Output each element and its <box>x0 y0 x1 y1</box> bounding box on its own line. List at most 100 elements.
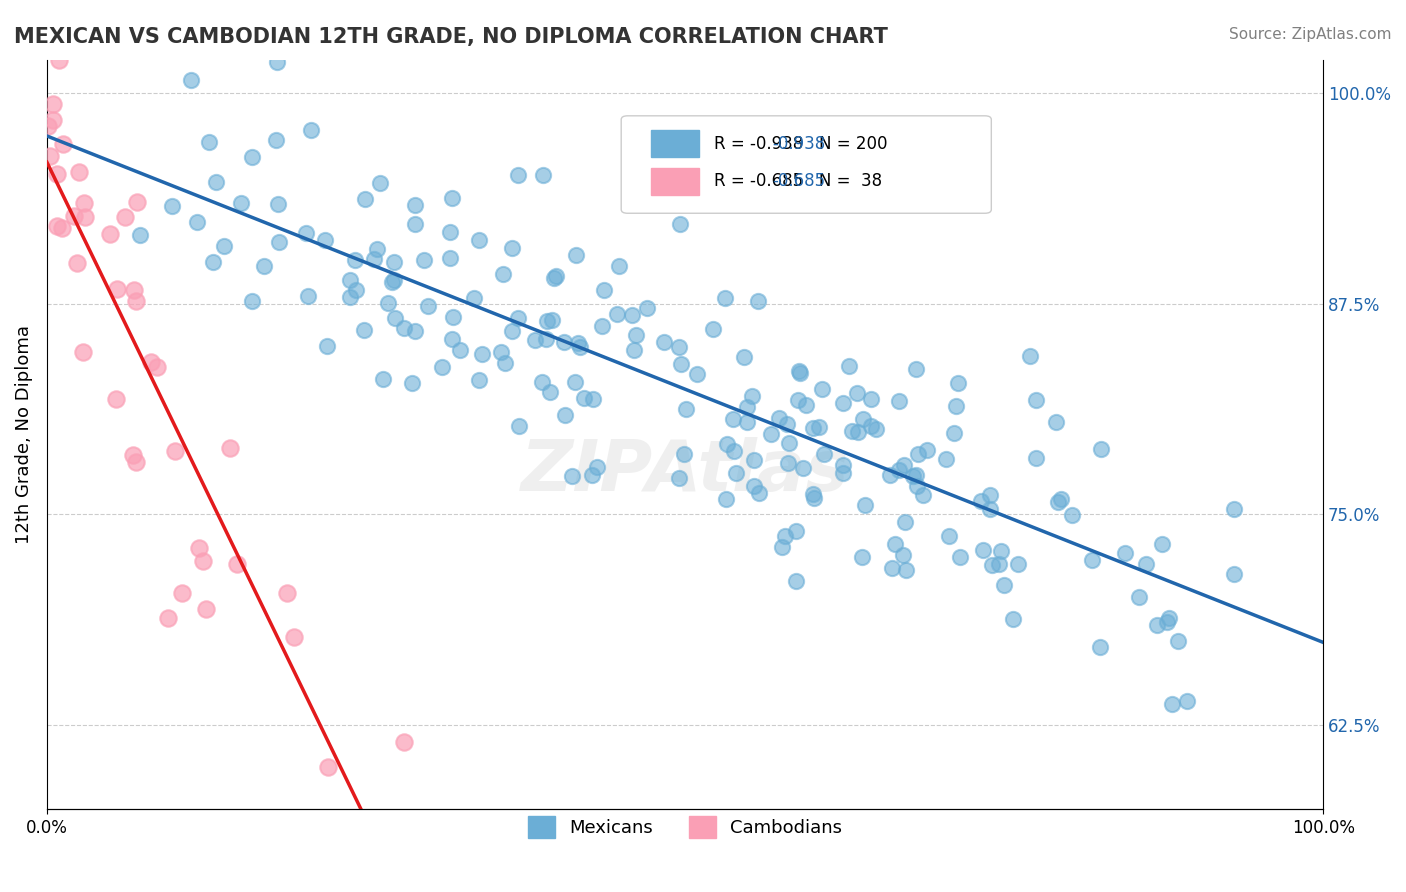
Point <box>468 233 491 247</box>
Point <box>905 361 928 376</box>
Point <box>813 447 835 461</box>
Text: -0.938: -0.938 <box>772 135 825 153</box>
Point <box>1081 553 1104 567</box>
Point <box>620 309 643 323</box>
Text: Source: ZipAtlas.com: Source: ZipAtlas.com <box>1229 27 1392 42</box>
Point <box>394 321 416 335</box>
Point <box>439 251 461 265</box>
Point <box>441 191 464 205</box>
Point <box>606 308 628 322</box>
Point <box>713 291 735 305</box>
Point <box>139 355 162 369</box>
Point <box>543 271 565 285</box>
Point <box>316 339 339 353</box>
Point <box>785 574 807 588</box>
Point <box>416 300 439 314</box>
Point <box>157 611 180 625</box>
Point <box>492 268 515 282</box>
Point <box>759 427 782 442</box>
Point <box>67 165 90 179</box>
Point <box>1167 633 1189 648</box>
Text: R = -0.685   N =  38: R = -0.685 N = 38 <box>714 172 883 190</box>
Point <box>172 586 194 600</box>
Point <box>404 324 426 338</box>
Point <box>801 487 824 501</box>
Point <box>846 425 869 439</box>
Point <box>789 366 811 380</box>
Y-axis label: 12th Grade, No Diploma: 12th Grade, No Diploma <box>15 325 32 544</box>
Point <box>467 374 489 388</box>
Point <box>801 421 824 435</box>
Point <box>226 557 249 571</box>
Point <box>672 447 695 461</box>
Point <box>188 541 211 555</box>
Point <box>811 382 834 396</box>
Point <box>1156 615 1178 630</box>
Point <box>990 544 1012 558</box>
Point <box>394 735 416 749</box>
Point <box>538 385 561 400</box>
Point <box>439 225 461 239</box>
Point <box>905 479 928 493</box>
Point <box>366 242 388 256</box>
Point <box>353 323 375 337</box>
Point <box>506 311 529 326</box>
Point <box>945 400 967 414</box>
Point <box>803 491 825 506</box>
Point <box>195 601 218 615</box>
Point <box>1114 546 1136 560</box>
Point <box>163 444 186 458</box>
Point <box>917 442 939 457</box>
Point <box>197 135 219 149</box>
Point <box>384 311 406 326</box>
Point <box>832 396 855 410</box>
Point <box>489 345 512 359</box>
Point <box>841 424 863 438</box>
Point <box>565 248 588 262</box>
Point <box>463 291 485 305</box>
Point <box>592 283 614 297</box>
Text: -0.685: -0.685 <box>772 172 825 190</box>
Text: ZIPAtlas: ZIPAtlas <box>520 437 849 507</box>
FancyBboxPatch shape <box>621 116 991 213</box>
Point <box>735 400 758 414</box>
Point <box>636 301 658 316</box>
Point <box>404 198 426 212</box>
Point <box>508 418 530 433</box>
Point <box>343 253 366 268</box>
Point <box>785 524 807 539</box>
Point <box>471 347 494 361</box>
Point <box>807 420 830 434</box>
Point <box>852 412 875 426</box>
Point <box>440 332 463 346</box>
Point <box>66 256 89 270</box>
Point <box>382 255 405 269</box>
Point <box>105 282 128 296</box>
Point <box>778 435 800 450</box>
Text: R = -0.938   N = 200: R = -0.938 N = 200 <box>714 135 887 153</box>
Point <box>1025 451 1047 466</box>
Point <box>607 259 630 273</box>
Point <box>129 227 152 242</box>
Point <box>540 313 562 327</box>
Point <box>536 314 558 328</box>
Point <box>1025 392 1047 407</box>
Point <box>229 196 252 211</box>
Point <box>413 253 436 268</box>
Point <box>1060 508 1083 523</box>
Point <box>524 333 547 347</box>
Point <box>787 364 810 378</box>
Point <box>266 55 288 70</box>
Point <box>792 460 814 475</box>
Point <box>146 360 169 375</box>
Point <box>295 227 318 241</box>
Point <box>553 335 575 350</box>
Point <box>912 488 935 502</box>
Point <box>441 310 464 325</box>
Point <box>219 441 242 455</box>
Point <box>1046 495 1069 509</box>
Point <box>668 471 690 485</box>
Point <box>1135 557 1157 571</box>
Point <box>831 458 853 473</box>
Point <box>391 844 413 858</box>
